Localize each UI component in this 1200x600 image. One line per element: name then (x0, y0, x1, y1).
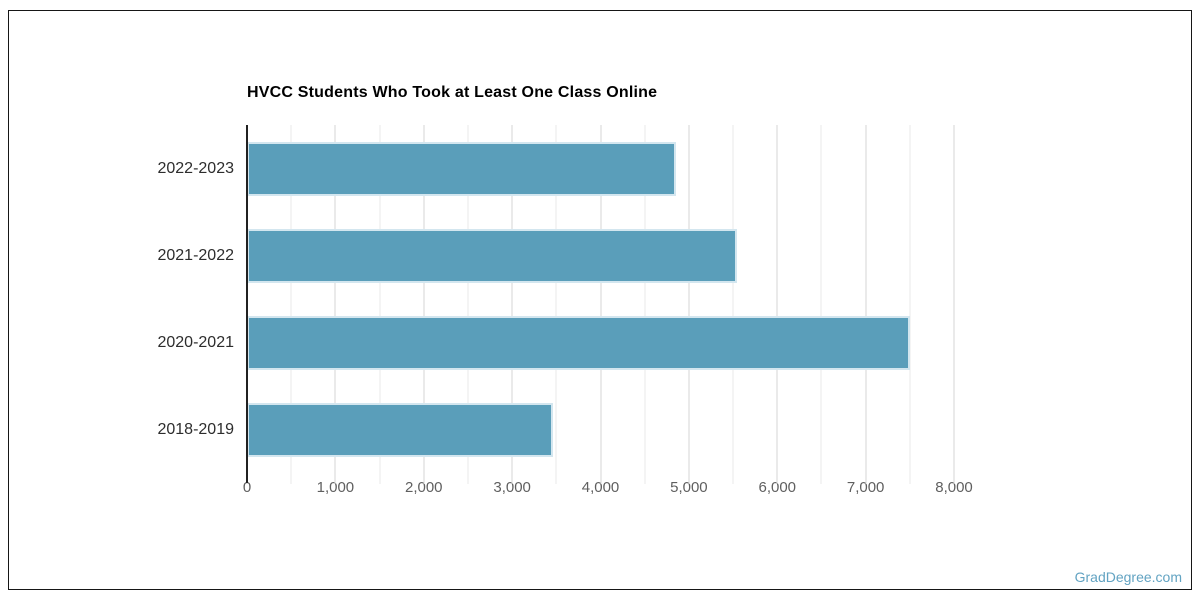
x-axis-tick-label-3,000: 3,000 (493, 479, 531, 496)
x-axis-tick-label-7,000: 7,000 (846, 479, 885, 496)
x-axis-tick-label-8,000: 8,000 (935, 479, 973, 496)
bar-2020-2021 (247, 315, 910, 370)
x-axis-tick-label-0: 0 (242, 479, 252, 496)
y-axis-label-2020-2021: 2020-2021 (157, 333, 234, 351)
gridline-500 (290, 125, 292, 484)
gridlines (247, 125, 955, 484)
x-axis-labels: 0 1,000 2,000 3,000 4,000 5,000 6,000 7,000 8,00… (243, 479, 973, 499)
y-axis-labels: 2022-2023 2021-2022 2020-2021 2018-2019 (9, 125, 234, 473)
bar-2018-2019 (247, 402, 553, 457)
bars (247, 125, 954, 473)
gridline-2000 (423, 125, 425, 484)
watermark-link[interactable]: GradDegree.com (1074, 569, 1182, 585)
x-axis-tick-label-6,000: 6,000 (758, 479, 797, 496)
gridline-8000 (953, 125, 955, 484)
gridline-1500 (379, 125, 381, 484)
gridline-5500 (732, 125, 734, 484)
bar-row (247, 212, 954, 299)
bar-row (247, 386, 954, 473)
bar-2022-2023 (247, 141, 676, 196)
plot-area (246, 125, 955, 484)
x-axis-tick-label-1,000: 1,000 (316, 479, 355, 496)
gridline-1000 (334, 125, 336, 484)
gridline-4500 (644, 125, 646, 484)
y-axis-label-2022-2023: 2022-2023 (157, 159, 234, 177)
chart-title: HVCC Students Who Took at Least One Clas… (247, 84, 658, 101)
x-axis-tick-label-5,000: 5,000 (670, 479, 708, 496)
x-axis-tick-label-4,000: 4,000 (581, 479, 620, 496)
bar-row (247, 299, 954, 386)
gridline-6000 (776, 125, 778, 484)
y-axis-line (246, 125, 248, 483)
gridline-5000 (688, 125, 690, 484)
gridline-2500 (467, 125, 469, 484)
y-axis-label-2021-2022: 2021-2022 (157, 246, 234, 264)
gridline-4000 (600, 125, 601, 484)
gridline-3500 (555, 125, 557, 484)
bar-row (247, 125, 954, 212)
gridline-7000 (865, 125, 867, 484)
chart-frame-border: HVCC Students Who Took at Least One Clas… (8, 10, 1192, 590)
gridline-7500 (909, 125, 911, 484)
gridline-6500 (820, 125, 822, 484)
gridline-3000 (511, 125, 513, 484)
y-axis-label-2018-2019: 2018-2019 (157, 420, 234, 438)
bar-2021-2022 (247, 228, 738, 283)
x-axis-tick-label-2,000: 2,000 (404, 479, 443, 496)
